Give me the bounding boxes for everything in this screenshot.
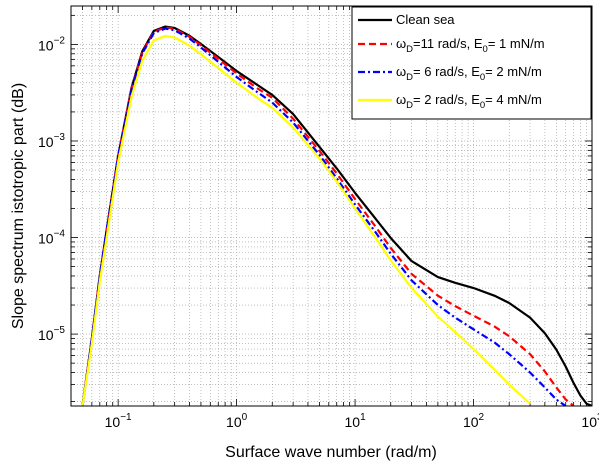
y-tick-label: 10−4 [38, 229, 65, 247]
series-line-4 [81, 34, 531, 406]
y-axis-title: Slope spectrum istotropic part (dB) [10, 83, 27, 329]
y-tick-label: 10−2 [38, 35, 65, 53]
x-tick-label: 101 [345, 412, 367, 430]
series-line-3 [81, 27, 567, 406]
x-tick-label: 100 [226, 412, 248, 430]
x-tick-labels: 10−1 100 101 102 103 [105, 412, 599, 430]
series-group [81, 25, 592, 406]
y-tick-label: 10−3 [38, 132, 65, 150]
y-tick-labels: 10−5 10−4 10−3 10−2 [38, 35, 65, 343]
x-tick-label: 103 [581, 412, 599, 430]
x-tick-label: 10−1 [105, 412, 132, 430]
legend-label-2: ωD=11 rad/s, E0= 1 mN/m [396, 36, 545, 55]
x-tick-label: 102 [463, 412, 485, 430]
plot-frame [70, 5, 593, 407]
legend-label-4: ωD= 2 rad/s, E0= 4 mN/m [396, 92, 542, 111]
legend-label-3: ωD= 6 rad/s, E0= 2 mN/m [396, 64, 542, 83]
y-tick-label: 10−5 [38, 325, 65, 343]
x-axis-title: Surface wave number (rad/m) [225, 444, 437, 461]
legend: Clean sea ωD=11 rad/s, E0= 1 mN/m ωD= 6 ra… [351, 6, 592, 120]
legend-label-1: Clean sea [396, 12, 455, 27]
